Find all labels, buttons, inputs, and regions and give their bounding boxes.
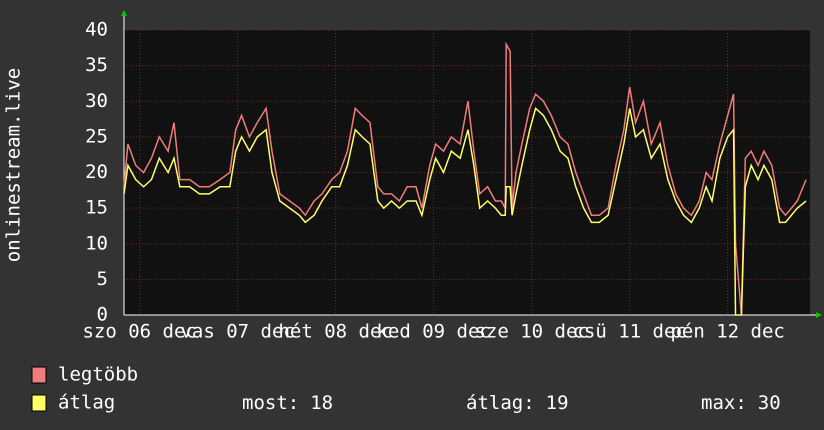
legend-label: átlag [58,392,115,414]
x-tick-label: pén 12 dec [670,321,784,343]
y-tick-label: 40 [85,19,108,41]
stat: max: 30 [701,392,781,414]
legend-swatch [31,366,47,384]
y-tick-label: 5 [97,268,108,290]
y-tick-label: 35 [85,54,108,76]
arrow [121,10,127,16]
x-tick-label: sze 10 dec [474,321,588,343]
y-tick-label: 20 [85,161,108,183]
legend-swatch [31,394,47,412]
series-line [123,106,807,316]
stat-label: most: [242,392,299,414]
y-tick-label: 25 [85,125,108,147]
x-tick-label: csü 11 dec [572,321,686,343]
stat-label: átlag: [466,392,535,414]
stat: átlag: 19 [466,392,569,414]
arrow [816,312,822,318]
y-axis-label: onlinestream.live [3,68,25,262]
y-tick-label: 10 [85,232,108,254]
y-tick-label: 0 [97,304,108,326]
x-tick-label: hét 08 dec [278,321,392,343]
stat-value: 19 [546,392,569,414]
x-tick-label: vas 07 dec [180,321,294,343]
legend-label: legtöbb [58,364,138,386]
y-tick-label: 30 [85,90,108,112]
x-tick-label: szo 06 dec [82,321,196,343]
x-tick-label: ked 09 dec [376,321,490,343]
stat-label: max: [701,392,747,414]
y-tick-label: 15 [85,197,108,219]
series-line [123,41,807,316]
stat-value: 18 [310,392,333,414]
stat-value: 30 [758,392,781,414]
stat: most: 18 [242,392,333,414]
